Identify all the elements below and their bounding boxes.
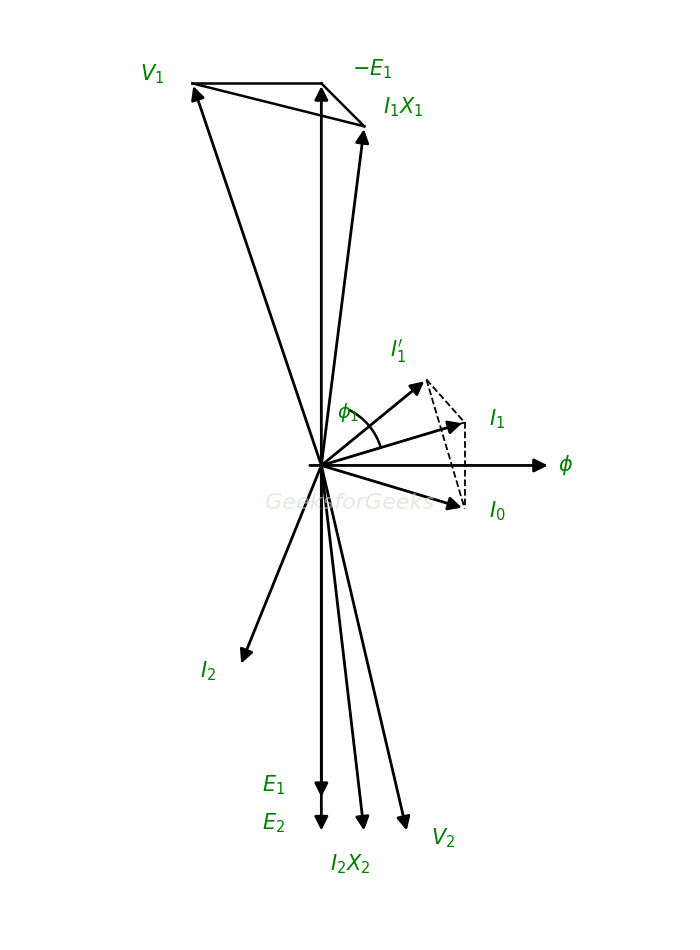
Text: $I^{\prime}_1$: $I^{\prime}_1$ <box>390 337 406 365</box>
Text: GeeksforGeeks: GeeksforGeeks <box>265 493 435 513</box>
Text: $I_2$: $I_2$ <box>200 659 216 683</box>
Text: $I_0$: $I_0$ <box>489 500 505 523</box>
Text: $\phi_1$: $\phi_1$ <box>337 402 359 425</box>
Text: $E_2$: $E_2$ <box>262 812 285 835</box>
Text: $-E_1$: $-E_1$ <box>352 57 393 81</box>
Text: $I_1X_1$: $I_1X_1$ <box>384 95 424 119</box>
Text: $V_1$: $V_1$ <box>139 62 164 86</box>
Text: $I_2X_2$: $I_2X_2$ <box>330 852 370 876</box>
Text: $V_2$: $V_2$ <box>431 826 455 850</box>
Text: $\phi$: $\phi$ <box>558 453 573 478</box>
Text: $E_1$: $E_1$ <box>262 773 285 797</box>
Text: $I_1$: $I_1$ <box>489 408 505 431</box>
